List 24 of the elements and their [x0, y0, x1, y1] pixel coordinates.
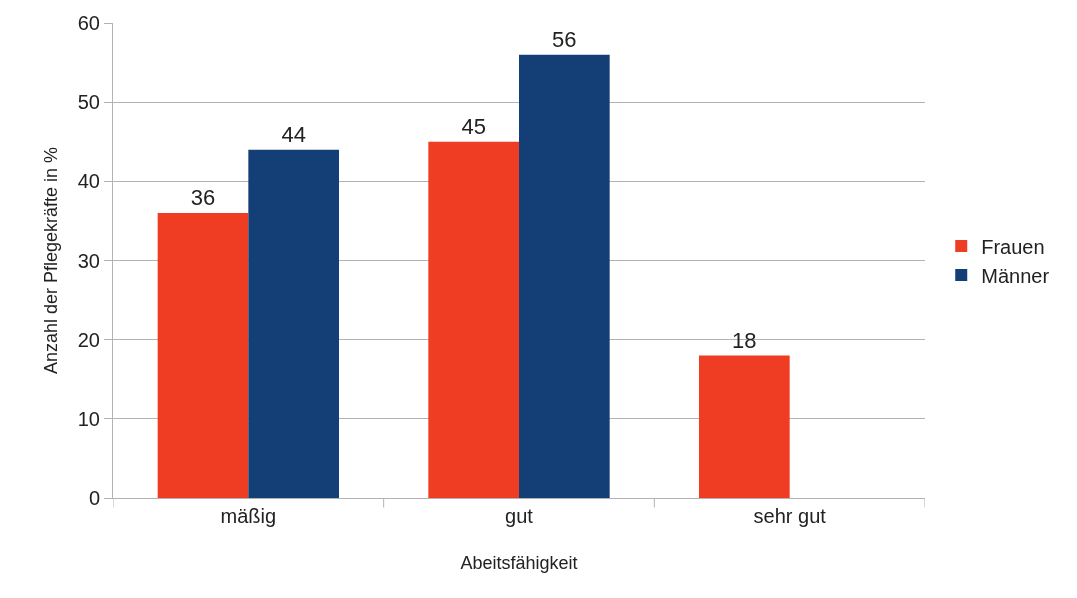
- data-label: 18: [732, 327, 757, 353]
- data-label: 45: [461, 113, 486, 139]
- data-label: 44: [281, 121, 306, 147]
- bar: [248, 149, 340, 498]
- bar: [157, 213, 249, 498]
- x-tick-label: sehr gut: [753, 505, 827, 527]
- y-tick-label: 60: [77, 12, 100, 34]
- y-tick-label: 20: [77, 328, 100, 351]
- y-tick-label: 50: [77, 91, 100, 114]
- data-label: 56: [552, 26, 577, 52]
- x-tick-label: mäßig: [220, 505, 277, 527]
- bar: [698, 355, 790, 498]
- bar: [428, 141, 519, 498]
- y-tick-label: 40: [77, 170, 100, 193]
- y-axis-title: Anzahl der Pflegekräfte in %: [40, 146, 61, 375]
- bar: [519, 54, 610, 498]
- legend-label: Männer: [981, 264, 1050, 287]
- y-tick-label: 30: [77, 249, 100, 272]
- legend-label: Frauen: [981, 235, 1045, 258]
- data-label: 36: [190, 185, 216, 210]
- x-axis-title: Abeitsfähigkeit: [460, 553, 578, 574]
- y-tick-label: 10: [77, 407, 100, 430]
- y-tick-label: 0: [88, 487, 100, 509]
- x-tick-label: gut: [505, 505, 534, 527]
